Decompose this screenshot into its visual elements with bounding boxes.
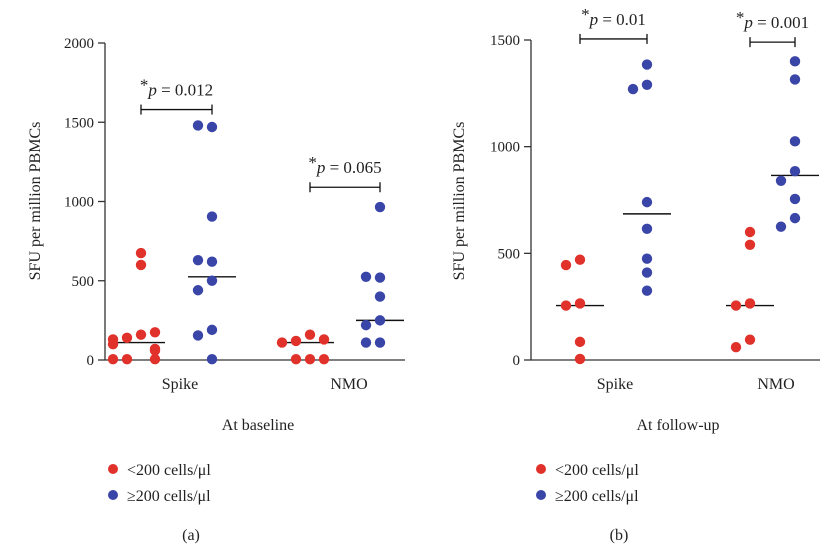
panel-b-point-2-5 <box>730 342 742 353</box>
panel-b-label: (b) <box>610 527 629 544</box>
panel-b-x-tick-spike: Spike <box>597 376 633 393</box>
panel-b-point-2-4 <box>744 334 756 345</box>
panel-a-label: (a) <box>182 527 200 544</box>
panel-a-y-tick-label-1: 500 <box>72 274 95 290</box>
panel-a-x-tick-nmo: NMO <box>330 376 367 393</box>
panel-a-point-3-0 <box>374 201 386 213</box>
panel-a-point-1-0 <box>206 121 218 133</box>
panel-a-point-1-4 <box>192 254 204 266</box>
panel-b-point-0-4 <box>574 336 586 348</box>
legend-b-high-marker <box>536 490 546 500</box>
panel-a-point-3-6 <box>374 337 386 348</box>
legend-b-low-label: <200 cells/μl <box>555 462 639 479</box>
panel-b-point-2-0 <box>744 226 756 238</box>
panel-b-point-3-5 <box>789 193 801 205</box>
panel-b-point-2-3 <box>730 300 742 311</box>
panel-a-point-3-5 <box>360 319 372 331</box>
panel-b-point-1-2 <box>627 83 639 95</box>
panel-a-y-tick-label-4: 2000 <box>64 36 94 52</box>
panel-a-point-3-7 <box>360 337 372 348</box>
panel-a: 0 500 1000 1500 2000 *p = 0.012 *p = 0.065 SF… <box>27 36 405 544</box>
panel-a-point-0-10 <box>149 354 161 365</box>
panel-a-point-2-0 <box>304 329 316 340</box>
panel-b-point-3-4 <box>775 175 787 186</box>
panel-a-point-1-9 <box>206 354 218 365</box>
panel-a-point-0-11 <box>107 354 119 365</box>
panel-a-point-0-2 <box>135 329 147 340</box>
panel-a-point-3-1 <box>374 272 386 283</box>
panel-b-point-1-0 <box>641 59 653 70</box>
panel-b-point-1-3 <box>641 196 653 208</box>
panel-a-p-value-1: *p = 0.065 <box>308 153 381 177</box>
panel-a-point-0-0 <box>135 247 147 259</box>
panel-a-point-1-7 <box>206 324 218 336</box>
panel-b-point-3-3 <box>789 166 801 177</box>
legend-b-low-marker <box>536 464 546 474</box>
legend-a-high-marker <box>108 490 118 500</box>
panel-a-point-0-6 <box>107 338 119 350</box>
panel-a-y-tick-label-3: 1500 <box>64 115 94 131</box>
panel-b-x-axis-label: At follow-up <box>636 417 719 434</box>
panel-a-point-2-2 <box>318 334 330 345</box>
panel-b-point-3-0 <box>789 56 801 67</box>
panel-a-point-1-2 <box>206 211 218 222</box>
panel-a-point-3-4 <box>374 315 386 326</box>
panel-b-legend: <200 cells/μl ≥200 cells/μl <box>536 462 639 505</box>
panel-a-p-value-0: *p = 0.012 <box>140 76 213 100</box>
panel-b-point-2-1 <box>744 239 756 250</box>
panel-b-point-0-2 <box>574 298 586 309</box>
panel-b-y-tick-label-0: 0 <box>513 353 521 369</box>
panel-b-point-0-3 <box>560 300 572 311</box>
panel-b: 0 500 1000 1500 *p = 0.01 *p = 0.001 SFU per… <box>451 5 820 544</box>
panel-b-point-3-1 <box>789 74 801 85</box>
panel-b-x-tick-nmo: NMO <box>757 376 794 393</box>
panel-b-point-3-2 <box>789 136 801 147</box>
panel-a-point-1-1 <box>192 120 204 131</box>
panel-a-point-3-3 <box>374 291 386 302</box>
legend-a-low-marker <box>108 464 118 474</box>
panel-b-p-value-1: *p = 0.001 <box>736 8 809 32</box>
panel-b-p-value-0: *p = 0.01 <box>581 5 646 29</box>
panel-a-point-3-2 <box>360 271 372 282</box>
panel-b-point-2-2 <box>744 298 756 309</box>
panel-a-x-tick-spike: Spike <box>162 376 198 393</box>
panel-a-point-0-1 <box>135 259 147 271</box>
panel-a-y-tick-label-2: 1000 <box>64 195 94 211</box>
panel-b-point-0-5 <box>574 353 586 365</box>
legend-a-high-label: ≥200 cells/μl <box>127 488 211 505</box>
panel-b-y-tick-label-3: 1500 <box>490 33 520 49</box>
panel-a-point-2-6 <box>318 354 330 365</box>
panel-b-point-1-4 <box>641 223 653 234</box>
panel-b-y-tick-label-2: 1000 <box>490 140 520 156</box>
panel-a-point-2-1 <box>290 335 302 347</box>
panel-a-point-2-4 <box>304 354 316 365</box>
panel-b-y-axis-label: SFU per million PBMCs <box>451 122 468 281</box>
panel-a-point-2-5 <box>290 354 302 365</box>
panel-b-point-3-6 <box>789 212 801 224</box>
panel-a-legend: <200 cells/μl ≥200 cells/μl <box>108 462 211 505</box>
panel-a-point-1-3 <box>206 256 218 267</box>
panel-b-point-1-7 <box>641 285 653 296</box>
panel-b-point-1-5 <box>641 253 653 264</box>
panel-b-point-3-7 <box>775 221 787 232</box>
panel-b-point-1-1 <box>641 79 653 91</box>
panel-a-point-0-4 <box>149 327 161 338</box>
panel-a-point-2-3 <box>276 337 288 348</box>
panel-b-point-0-1 <box>560 259 572 271</box>
panel-a-point-1-8 <box>192 330 204 341</box>
panel-b-point-0-0 <box>574 254 586 265</box>
panel-a-point-1-6 <box>192 285 204 296</box>
panel-a-point-1-5 <box>206 275 218 286</box>
panel-a-point-0-3 <box>121 332 133 344</box>
legend-b-high-label: ≥200 cells/μl <box>555 488 639 505</box>
panel-a-y-axis-label: SFU per million PBMCs <box>27 122 44 281</box>
panel-a-x-axis-label: At baseline <box>222 417 294 434</box>
panel-a-point-0-9 <box>121 354 133 365</box>
panel-b-y-tick-label-1: 500 <box>498 246 521 262</box>
panel-a-point-0-8 <box>149 345 161 356</box>
panel-a-y-tick-label-0: 0 <box>87 353 95 369</box>
panel-b-point-1-6 <box>641 267 653 278</box>
legend-a-low-label: <200 cells/μl <box>127 462 211 479</box>
